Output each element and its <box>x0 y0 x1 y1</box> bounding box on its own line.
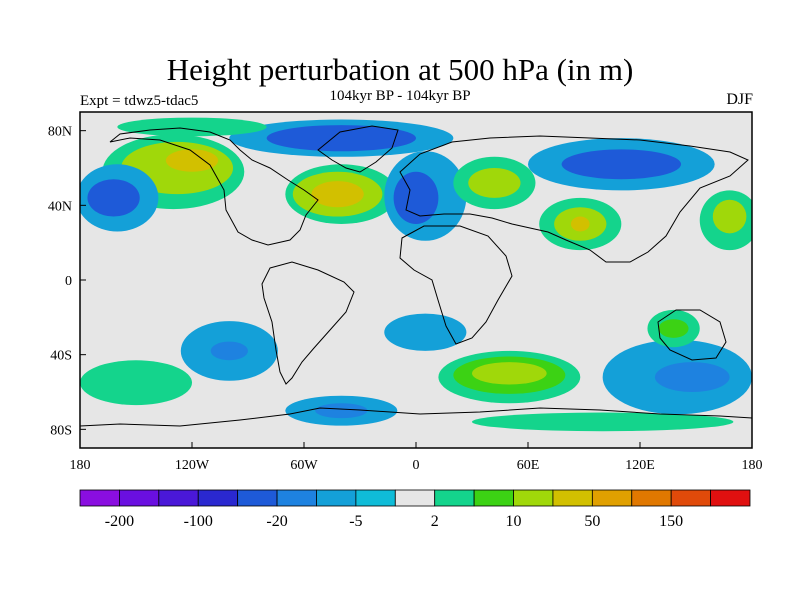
colorbar-swatch <box>710 489 751 507</box>
colorbar-swatch <box>158 489 199 507</box>
colorbar-label: 10 <box>506 513 522 530</box>
map-title: Height perturbation at 500 hPa (in m) <box>166 52 634 87</box>
lon-tick-label: 180 <box>742 458 763 473</box>
coast-australia <box>657 309 727 361</box>
colorbar-label: 150 <box>659 513 683 530</box>
colorbar-swatch <box>591 489 633 507</box>
contour-region-nh-ridge-npacific-core <box>712 199 747 234</box>
colorbar-swatch <box>316 489 357 507</box>
coast-greenland <box>317 125 399 173</box>
coast-eurasia <box>399 135 749 263</box>
lon-tick-label: 120W <box>175 458 210 473</box>
height-perturbation-field <box>80 117 752 432</box>
lon-tick-label: 60W <box>290 458 318 473</box>
colorbar: -200 -100 -20 -5 2 10 50 150 <box>79 489 751 530</box>
contour-region-nh-trough-arctic-core <box>266 125 416 152</box>
lat-tick-label: 40S <box>50 349 72 364</box>
map-subtitle: 104kyr BP - 104kyr BP <box>329 88 471 104</box>
colorbar-label: 2 <box>431 513 439 530</box>
contour-region-nh-ridge-atlantic-core <box>311 181 364 208</box>
contour-region-sh-trough-indian <box>384 313 467 351</box>
colorbar-label: -5 <box>349 513 362 530</box>
lon-tick-label: 180 <box>70 458 91 473</box>
colorbar-swatch <box>670 489 711 507</box>
lon-tick-label: 60E <box>517 458 540 473</box>
lat-tick-label: 0 <box>65 274 72 289</box>
contour-region-sh-ridge-australia-core <box>658 319 689 338</box>
lon-tick-label: 0 <box>413 458 420 473</box>
colorbar-swatch <box>79 489 120 507</box>
contour-region-nh-trough-pacific-core <box>87 179 140 217</box>
colorbar-label: -200 <box>105 513 134 530</box>
coast-antarctica <box>80 407 752 427</box>
contour-region-nh-ridge-pacific-core <box>165 149 219 172</box>
coast-north-america <box>109 127 319 246</box>
contour-region-nh-trough-europe-core <box>393 171 439 224</box>
colorbar-swatch <box>394 489 436 507</box>
colorbar-label: 50 <box>584 513 600 530</box>
contour-region-sh-trough-south-core <box>315 403 368 419</box>
colorbar-swatch <box>276 489 317 507</box>
contour-region-sh-trough-pacific-core <box>210 341 248 361</box>
coastlines <box>80 125 752 427</box>
colorbar-swatch <box>473 489 514 507</box>
colorbar-swatch <box>355 489 396 507</box>
coast-south-america <box>261 261 355 385</box>
colorbar-swatch <box>119 489 160 507</box>
contour-region-nh-trough-siberia-core <box>561 149 682 180</box>
contour-region-nh-ridge-ne-pacific <box>117 117 267 137</box>
contour-region-sh-trough-australia-core <box>654 362 730 393</box>
contour-region-sh-ridge-sw-pacific <box>80 360 192 406</box>
lat-tick-label: 80S <box>50 423 72 438</box>
experiment-label: Expt = tdwz5-tdac5 <box>80 93 199 109</box>
lat-tick-label: 40N <box>48 199 72 214</box>
colorbar-swatch <box>513 489 554 507</box>
contour-region-nh-ridge-russia-core <box>468 168 521 198</box>
colorbar-swatch <box>197 489 239 507</box>
map-axes: 80N 40N 0 40S 80S 180 120W 60W 0 60E 120E 180 <box>48 125 763 473</box>
coast-africa <box>399 225 513 345</box>
contour-region-sh-ridge-south-atlantic-core <box>472 362 547 385</box>
colorbar-label: -100 <box>184 513 213 530</box>
colorbar-swatch <box>631 489 672 507</box>
lat-tick-label: 80N <box>48 125 72 140</box>
colorbar-swatch <box>552 489 593 507</box>
season-label: DJF <box>726 91 753 108</box>
colorbar-swatch <box>434 489 475 507</box>
lon-tick-label: 120E <box>625 458 655 473</box>
contour-region-nh-ridge-asia-center <box>570 216 590 232</box>
colorbar-label: -20 <box>266 513 287 530</box>
contour-region-sh-ridge-southern-ocean <box>472 412 734 432</box>
colorbar-swatch <box>237 489 278 507</box>
